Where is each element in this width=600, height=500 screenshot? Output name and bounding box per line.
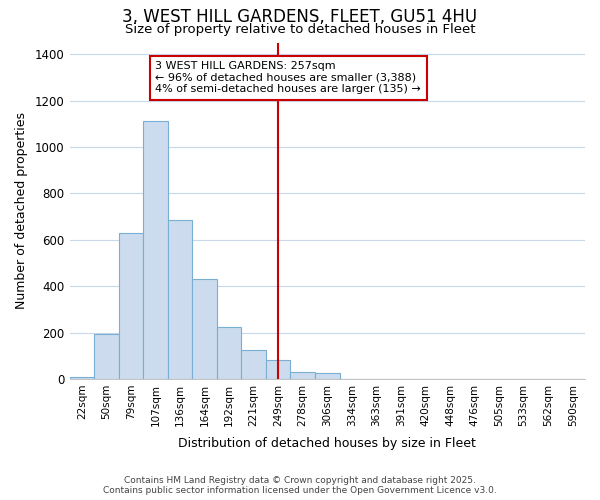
Bar (119, 232, 143, 379)
Bar (143, 122, 168, 379)
Bar (266, 360, 290, 379)
Text: 3 WEST HILL GARDENS: 257sqm
← 96% of detached houses are smaller (3,388)
4% of s: 3 WEST HILL GARDENS: 257sqm ← 96% of det… (155, 61, 421, 94)
Bar (315, 373, 340, 379)
Bar (290, 372, 315, 379)
Text: Contains HM Land Registry data © Crown copyright and database right 2025.
Contai: Contains HM Land Registry data © Crown c… (103, 476, 497, 495)
Y-axis label: Number of detached properties: Number of detached properties (15, 112, 28, 309)
Bar (70, 376, 94, 379)
Bar (168, 220, 192, 379)
Bar (192, 279, 217, 379)
Bar (241, 350, 266, 379)
Bar (217, 326, 241, 379)
X-axis label: Distribution of detached houses by size in Fleet: Distribution of detached houses by size … (178, 437, 476, 450)
Text: Size of property relative to detached houses in Fleet: Size of property relative to detached ho… (125, 22, 475, 36)
Text: 3, WEST HILL GARDENS, FLEET, GU51 4HU: 3, WEST HILL GARDENS, FLEET, GU51 4HU (122, 8, 478, 26)
Bar (94, 334, 119, 379)
